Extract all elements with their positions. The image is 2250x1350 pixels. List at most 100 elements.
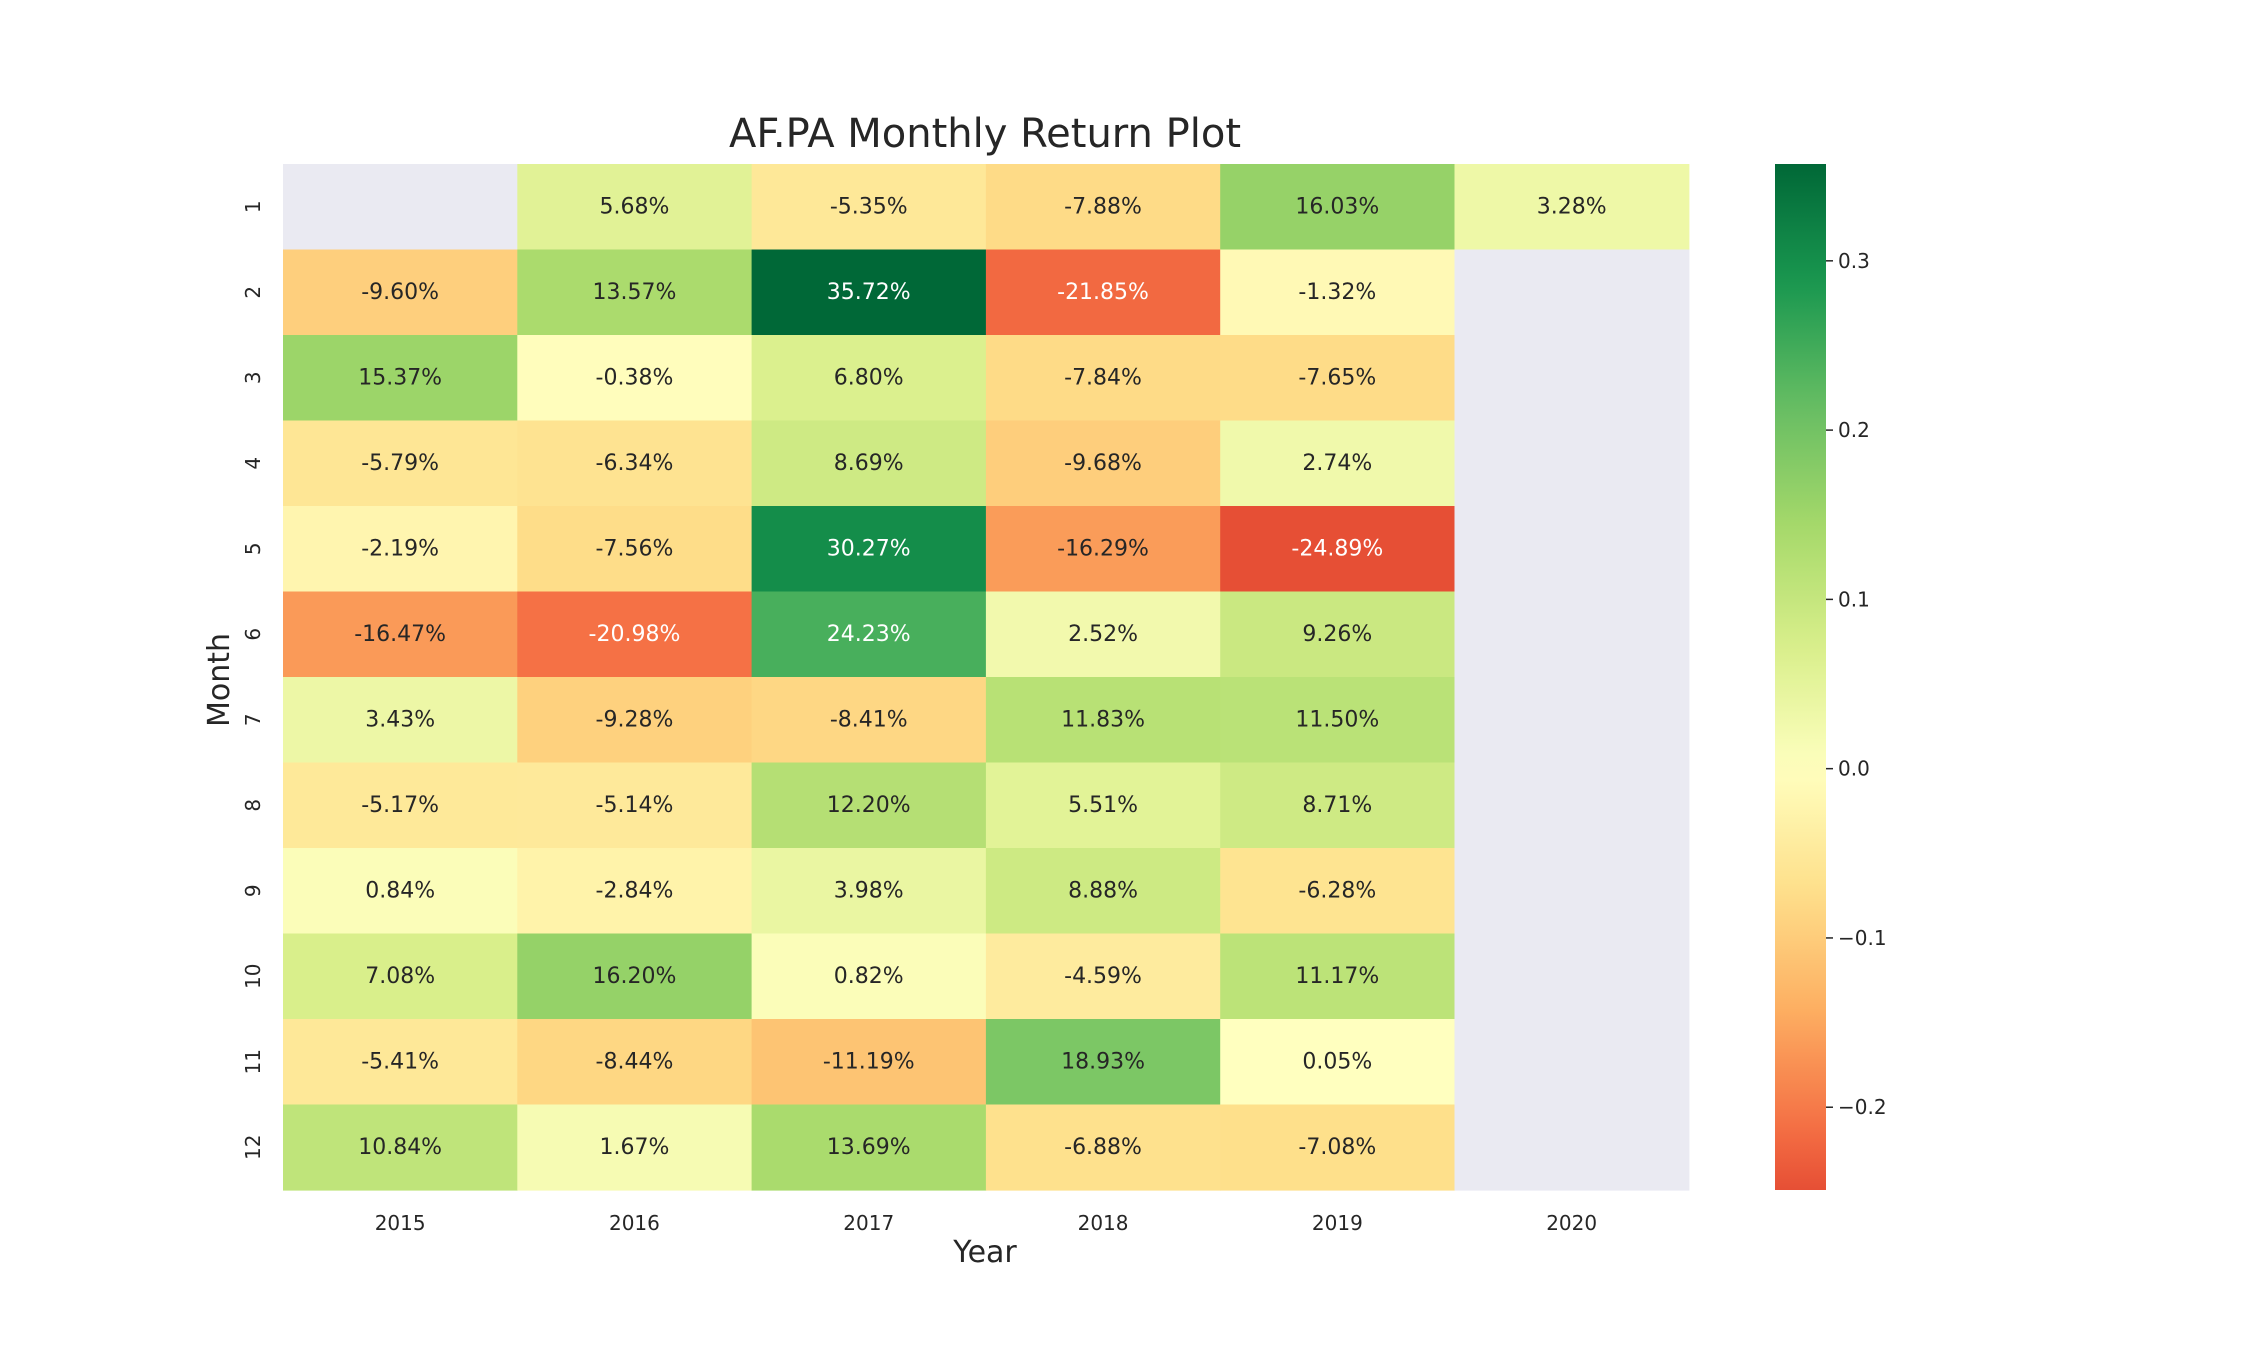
heatmap-cell [985,506,1221,593]
heatmap-cell [1454,1104,1690,1191]
colorbar-tick-label: −0.1 [1838,926,1887,950]
cell-value-label: -7.84% [1064,365,1142,390]
colorbar-ticks: −0.2 −0.1 0.0 0.1 0.2 0.3 [1826,249,1887,1119]
cell-value-label: 0.84% [365,878,435,903]
heatmap-cell [517,420,753,507]
heatmap-cell [283,762,518,849]
heatmap-cell [283,335,518,422]
heatmap-cell [1454,420,1690,507]
cell-value-label: 15.37% [358,365,442,390]
heatmap-cell [1220,249,1456,336]
heatmap-cell [985,1019,1221,1106]
heatmap-cell [1220,335,1456,422]
cell-value-label: 2.52% [1068,622,1138,647]
cell-value-label: -6.88% [1064,1135,1142,1160]
heatmap-cell [985,335,1221,422]
heatmap-cell [283,420,518,507]
cell-value-label: 8.69% [834,451,904,476]
cell-value-label: -2.19% [361,536,439,561]
heatmap-cells [283,164,1690,1191]
cell-value-label: 2.74% [1302,451,1372,476]
cell-value-label: 8.88% [1068,878,1138,903]
heatmap-cell [517,249,753,336]
heatmap-cell [1454,591,1690,678]
cell-value-label: -7.08% [1298,1135,1376,1160]
heatmap-cell [985,762,1221,849]
cell-value-label: -20.98% [589,622,681,647]
heatmap-cell [283,848,518,935]
heatmap-cell [283,591,518,678]
cell-value-label: 5.51% [1068,793,1138,818]
heatmap-cell [1454,1019,1690,1106]
y-tick-label: 12 [241,1135,265,1160]
heatmap-cell [517,1019,753,1106]
cell-value-label: -6.34% [596,451,674,476]
cell-value-label: -1.32% [1298,280,1376,305]
cell-value-label: -5.35% [830,194,908,219]
cell-value-label: -9.28% [596,707,674,732]
cell-value-label: 1.67% [600,1135,670,1160]
heatmap-cell [517,591,753,678]
cell-value-label: -9.68% [1064,451,1142,476]
heatmap-cell [1220,591,1456,678]
colorbar-tick-label: 0.0 [1838,757,1870,781]
cell-value-label: -0.38% [596,365,674,390]
cell-value-label: -8.41% [830,707,908,732]
heatmap-cell [1454,506,1690,593]
heatmap-cell [1454,249,1690,336]
heatmap-cell [1454,677,1690,764]
y-tick-label: 8 [241,799,265,812]
x-tick-label: 2017 [843,1211,894,1235]
heatmap-cell [751,1104,987,1191]
cell-value-label: -2.84% [596,878,674,903]
heatmap-cell [985,420,1221,507]
y-tick-label: 11 [241,1049,265,1074]
heatmap-cell [1454,848,1690,935]
heatmap-cell [1220,420,1456,507]
x-axis-label: Year [952,1235,1017,1270]
cell-value-label: 11.50% [1295,707,1379,732]
x-tick-label: 2015 [375,1211,426,1235]
cell-value-label: 3.28% [1537,194,1607,219]
cell-value-label: 35.72% [827,280,911,305]
y-tick-label: 4 [241,457,265,470]
heatmap-cell [283,249,518,336]
heatmap-cell [751,591,987,678]
cell-value-label: 16.03% [1295,194,1379,219]
cell-value-label: -16.29% [1057,536,1149,561]
heatmap-cell [1220,933,1456,1020]
heatmap-cell [1454,335,1690,422]
heatmap-cell [283,506,518,593]
heatmap-cell [1454,762,1690,849]
cell-labels: 5.68% -5.35% -7.88% 16.03% 3.28% -9.60% 13.57%… [354,194,1606,1160]
cell-value-label: 24.23% [827,622,911,647]
cell-value-label: -7.65% [1298,365,1376,390]
cell-value-label: 11.83% [1061,707,1145,732]
x-tick-label: 2018 [1078,1211,1129,1235]
heatmap-cell [751,677,987,764]
heatmap-cell [751,762,987,849]
heatmap-cell [985,164,1221,251]
y-tick-label: 3 [241,371,265,384]
cell-value-label: 16.20% [593,964,677,989]
cell-value-label: 5.68% [600,194,670,219]
heatmap-cell [1220,848,1456,935]
cell-value-label: 0.05% [1302,1049,1372,1074]
cell-value-label: -6.28% [1298,878,1376,903]
y-tick-label: 6 [241,628,265,641]
heatmap-cell [1220,1104,1456,1191]
cell-value-label: 10.84% [358,1135,442,1160]
heatmap-cell [1220,677,1456,764]
cell-value-label: -7.56% [596,536,674,561]
cell-value-label: -5.17% [361,793,439,818]
colorbar-tick-label: 0.2 [1838,418,1870,442]
y-tick-label: 1 [241,200,265,213]
colorbar-tick-label: −0.2 [1838,1095,1887,1119]
cell-value-label: -9.60% [361,280,439,305]
cell-value-label: 7.08% [365,964,435,989]
heatmap-cell [517,506,753,593]
heatmap-cell [751,164,987,251]
x-tick-labels: 2015 2016 2017 2018 2019 2020 [375,1211,1597,1235]
